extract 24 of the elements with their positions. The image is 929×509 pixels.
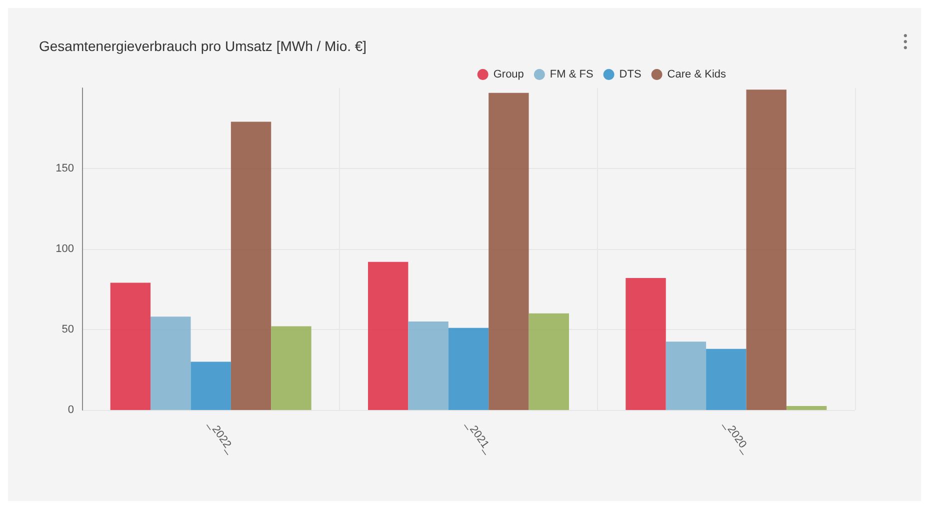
y-tick-label: 100 [56,243,74,255]
bar [110,282,151,410]
y-tick-label: 0 [68,404,74,416]
chart-title: Gesamtenergieverbrauch pro Umsatz [MWh / Mio. €] [39,38,367,54]
y-tick-label: 50 [62,324,74,336]
bar [528,313,569,410]
legend-label: FM & FS [550,68,594,80]
bar [626,278,666,410]
legend-label: Care & Kids [667,68,726,80]
bar [271,326,312,410]
bar [666,342,706,410]
bar [408,321,448,410]
y-tick-label: 150 [56,162,74,174]
bar [448,328,489,410]
bar [746,90,786,410]
legend-label: Group [493,68,524,80]
bar [190,362,231,410]
bar [150,316,191,410]
bar [786,406,827,410]
bar [706,348,746,410]
bar [488,92,529,410]
bar [368,262,408,410]
legend-label: DTS [619,68,642,80]
bar [230,122,272,410]
